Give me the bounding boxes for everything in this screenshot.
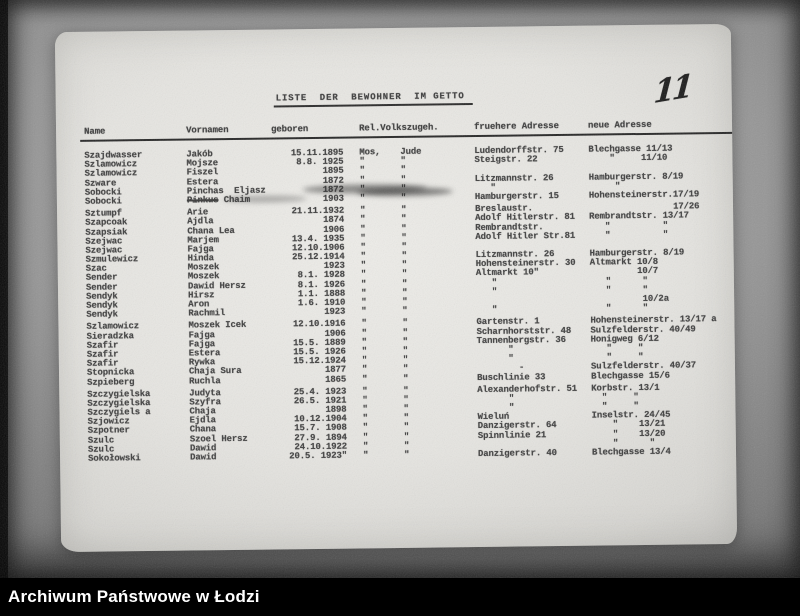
cell-old-address: " — [476, 304, 498, 316]
cell-old-address: " — [475, 286, 498, 297]
document-title: LISTE DER BEWOHNER IM GETTO — [273, 91, 473, 108]
column-header-vornamen: Vornamen — [185, 125, 229, 136]
cell-vorname: Ruchla — [189, 375, 221, 387]
column-header-old-address: fruehere Adresse — [473, 120, 559, 133]
cell-geboren: 1903 — [322, 193, 344, 204]
column-header-geboren: geboren — [270, 124, 309, 135]
cell-religion: " — [362, 450, 369, 461]
cell-new-address: " " — [590, 303, 649, 314]
cell-name: Sokołowski — [88, 453, 141, 464]
document-paper: 11 LISTE DER BEWOHNER IM GETTO Name Vorn… — [54, 23, 738, 553]
cell-new-address: Hohensteinerstr.17/19 — [588, 189, 700, 201]
cell-name: Sendyk — [86, 309, 118, 320]
cell-vorname: Pinkus Chaim — [186, 194, 251, 206]
cell-geboren: 1865 — [325, 374, 347, 385]
cell-volkszugeh: " — [403, 449, 410, 460]
cell-new-address: Blechgasse 15/6 — [591, 370, 670, 382]
cell-geboren: 20.5. 1923" — [289, 450, 348, 462]
cell-vorname: Rachmil — [188, 308, 226, 319]
column-header-name: Name — [84, 126, 106, 137]
column-header-new-address: neue Adresse — [587, 119, 652, 131]
archive-caption-bar: Archiwum Państwowe w Łodzi — [0, 578, 800, 616]
cell-religion: " — [361, 306, 367, 317]
cell-name: Sobocki — [84, 196, 122, 207]
cell-new-address: Blechgasse 13/4 — [591, 446, 671, 458]
column-header-religion: Rel.Volkszugeh. — [358, 122, 439, 134]
cell-volkszugeh: " — [403, 373, 409, 384]
cell-volkszugeh: " — [402, 306, 408, 317]
resident-table: Szajdwasser Jakób 15.11.1895 Mos, Jude Ludend… — [56, 144, 736, 464]
cell-geboren: 1923 — [324, 306, 346, 318]
cell-old-address: Buschlinie 33 — [477, 371, 546, 383]
handwritten-page-number: 11 — [652, 67, 692, 112]
cell-old-address: Hamburgerstr. 15 — [474, 190, 559, 202]
cell-old-address: Danzigerstr. 40 — [477, 448, 557, 460]
cell-name: Szpieberg — [87, 376, 135, 388]
cell-volkszugeh: " — [400, 192, 407, 203]
cell-religion: " — [362, 373, 368, 384]
cell-religion: " — [359, 193, 366, 204]
header-rule — [80, 131, 733, 142]
cell-vorname: Dawid — [189, 452, 217, 463]
archive-name: Archiwum Państwowe w Łodzi — [8, 587, 260, 606]
struck-text: Pinkus — [186, 195, 219, 206]
